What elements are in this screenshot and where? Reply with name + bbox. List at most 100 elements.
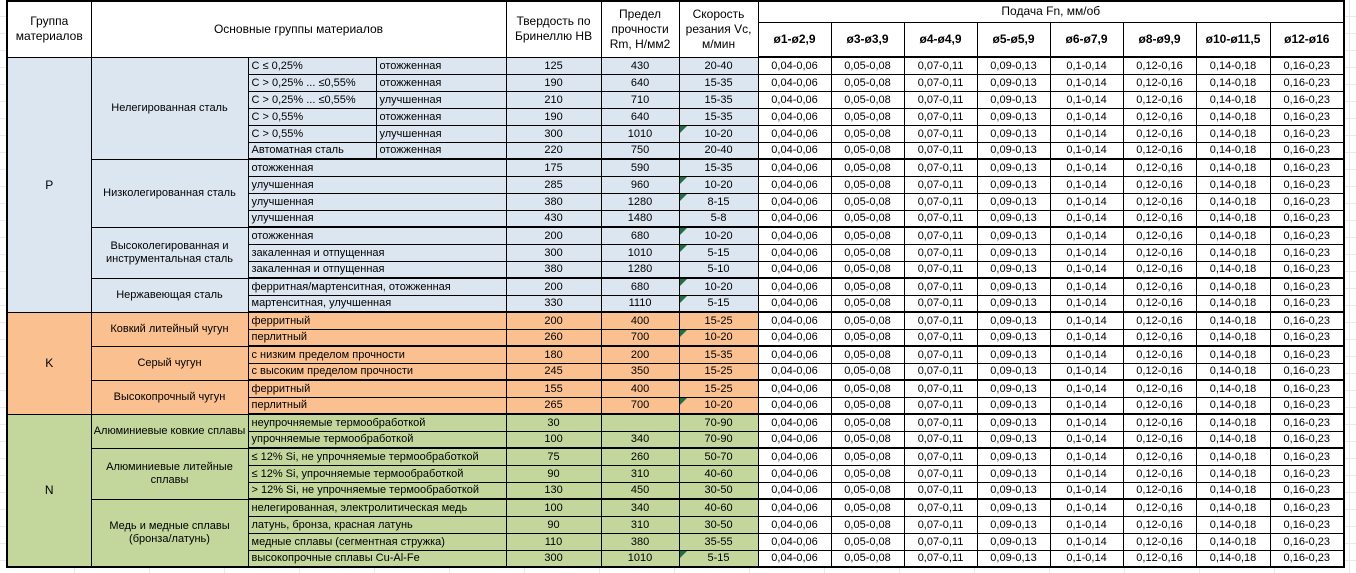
cell-strength[interactable] xyxy=(600,413,680,432)
cell-feed-2[interactable]: 0,05-0,08 xyxy=(830,294,905,313)
cell-feed-6[interactable]: 0,12-0,16 xyxy=(1122,226,1197,245)
cell-strength[interactable]: 350 xyxy=(600,362,680,381)
cell-feed-6[interactable]: 0,12-0,16 xyxy=(1122,413,1197,432)
cell-subgroup[interactable]: Высоколегированная и инструментальная ст… xyxy=(90,226,249,279)
cell-feed-7[interactable]: 0,14-0,18 xyxy=(1195,328,1271,347)
cell-description[interactable]: улучшенная xyxy=(247,209,507,228)
cell-feed-1[interactable]: 0,04-0,06 xyxy=(757,515,832,534)
cell-strength[interactable]: 450 xyxy=(600,481,680,500)
cell-feed-1[interactable]: 0,04-0,06 xyxy=(757,413,832,432)
cell-feed-1[interactable]: 0,04-0,06 xyxy=(757,277,832,296)
cell-strength[interactable]: 1110 xyxy=(600,294,680,313)
cell-state[interactable]: улучшенная xyxy=(375,90,507,109)
cell-strength[interactable]: 1010 xyxy=(600,124,680,143)
cell-feed-2[interactable]: 0,05-0,08 xyxy=(830,515,905,534)
cell-description[interactable]: неупрочняемые термообработкой xyxy=(247,413,507,432)
cell-strength[interactable]: 960 xyxy=(600,175,680,194)
cell-feed-4[interactable]: 0,09-0,13 xyxy=(976,141,1051,160)
cell-strength[interactable]: 340 xyxy=(600,498,680,517)
cell-description[interactable]: отожженная xyxy=(247,158,507,177)
cell-feed-1[interactable]: 0,04-0,06 xyxy=(757,175,832,194)
header-material-group[interactable]: Группа материалов xyxy=(6,0,92,58)
cell-hardness[interactable]: 200 xyxy=(505,311,602,330)
cell-feed-5[interactable]: 0,1-0,14 xyxy=(1049,396,1124,415)
cell-description[interactable]: перлитный xyxy=(247,328,507,347)
cell-feed-8[interactable]: 0,16-0,23 xyxy=(1269,124,1345,143)
cell-feed-4[interactable]: 0,09-0,13 xyxy=(976,311,1051,330)
cell-description[interactable]: мартенситная, улучшенная xyxy=(247,294,507,313)
cell-feed-6[interactable]: 0,12-0,16 xyxy=(1122,430,1197,449)
cell-speed[interactable]: 40-60 xyxy=(678,464,759,483)
cell-feed-4[interactable]: 0,09-0,13 xyxy=(976,396,1051,415)
cell-feed-3[interactable]: 0,07-0,11 xyxy=(903,294,978,313)
cell-state[interactable]: отожженная xyxy=(375,141,507,160)
cell-feed-2[interactable]: 0,05-0,08 xyxy=(830,124,905,143)
cell-feed-3[interactable]: 0,07-0,11 xyxy=(903,549,978,568)
cell-feed-5[interactable]: 0,1-0,14 xyxy=(1049,56,1124,75)
cell-subgroup[interactable]: Нержавеющая сталь xyxy=(90,277,249,313)
cell-feed-8[interactable]: 0,16-0,23 xyxy=(1269,396,1345,415)
cell-strength[interactable]: 310 xyxy=(600,515,680,534)
cell-feed-4[interactable]: 0,09-0,13 xyxy=(976,498,1051,517)
cell-feed-6[interactable]: 0,12-0,16 xyxy=(1122,345,1197,364)
cell-feed-6[interactable]: 0,12-0,16 xyxy=(1122,498,1197,517)
cell-feed-1[interactable]: 0,04-0,06 xyxy=(757,549,832,568)
cell-speed[interactable]: 5-15 xyxy=(678,294,759,313)
cell-feed-7[interactable]: 0,14-0,18 xyxy=(1195,158,1271,177)
cell-condition[interactable]: C > 0,25% ... ≤0,55% xyxy=(247,73,377,92)
cell-description[interactable]: закаленная и отпущенная xyxy=(247,243,507,262)
cell-feed-5[interactable]: 0,1-0,14 xyxy=(1049,430,1124,449)
cell-feed-3[interactable]: 0,07-0,11 xyxy=(903,124,978,143)
cell-feed-6[interactable]: 0,12-0,16 xyxy=(1122,107,1197,126)
cell-feed-3[interactable]: 0,07-0,11 xyxy=(903,532,978,551)
cell-condition[interactable]: C > 0,55% xyxy=(247,124,377,143)
cell-feed-3[interactable]: 0,07-0,11 xyxy=(903,158,978,177)
cell-feed-3[interactable]: 0,07-0,11 xyxy=(903,141,978,160)
cell-speed[interactable]: 10-20 xyxy=(678,396,759,415)
cell-hardness[interactable]: 220 xyxy=(505,141,602,160)
header-cutting-speed-vc[interactable]: Скорость резания Vc, м/мин xyxy=(678,0,759,58)
cell-hardness[interactable]: 200 xyxy=(505,226,602,245)
cell-feed-5[interactable]: 0,1-0,14 xyxy=(1049,328,1124,347)
header-feed-diameter-7[interactable]: ø10-ø11,5 xyxy=(1195,21,1271,58)
cell-strength[interactable]: 400 xyxy=(600,379,680,398)
cell-feed-1[interactable]: 0,04-0,06 xyxy=(757,498,832,517)
cell-speed[interactable]: 15-25 xyxy=(678,311,759,330)
cell-feed-5[interactable]: 0,1-0,14 xyxy=(1049,379,1124,398)
cell-feed-2[interactable]: 0,05-0,08 xyxy=(830,192,905,211)
cell-feed-6[interactable]: 0,12-0,16 xyxy=(1122,73,1197,92)
cell-feed-4[interactable]: 0,09-0,13 xyxy=(976,124,1051,143)
cell-feed-3[interactable]: 0,07-0,11 xyxy=(903,107,978,126)
cell-hardness[interactable]: 180 xyxy=(505,345,602,364)
cell-feed-7[interactable]: 0,14-0,18 xyxy=(1195,447,1271,466)
cell-feed-6[interactable]: 0,12-0,16 xyxy=(1122,379,1197,398)
cell-speed[interactable]: 5-8 xyxy=(678,209,759,228)
cell-feed-5[interactable]: 0,1-0,14 xyxy=(1049,90,1124,109)
cell-feed-6[interactable]: 0,12-0,16 xyxy=(1122,209,1197,228)
cell-feed-7[interactable]: 0,14-0,18 xyxy=(1195,141,1271,160)
cell-feed-7[interactable]: 0,14-0,18 xyxy=(1195,124,1271,143)
cell-feed-7[interactable]: 0,14-0,18 xyxy=(1195,498,1271,517)
cell-hardness[interactable]: 155 xyxy=(505,379,602,398)
cell-feed-2[interactable]: 0,05-0,08 xyxy=(830,141,905,160)
cell-feed-1[interactable]: 0,04-0,06 xyxy=(757,226,832,245)
cell-feed-3[interactable]: 0,07-0,11 xyxy=(903,396,978,415)
cell-speed[interactable]: 5-15 xyxy=(678,549,759,568)
cell-strength[interactable]: 400 xyxy=(600,311,680,330)
header-strength-rm[interactable]: Предел прочности Rm, Н/мм2 xyxy=(600,0,680,58)
cell-feed-5[interactable]: 0,1-0,14 xyxy=(1049,498,1124,517)
cell-feed-3[interactable]: 0,07-0,11 xyxy=(903,328,978,347)
cell-group-K[interactable]: K xyxy=(6,311,92,415)
cell-feed-3[interactable]: 0,07-0,11 xyxy=(903,515,978,534)
cell-speed[interactable]: 40-60 xyxy=(678,498,759,517)
cell-feed-3[interactable]: 0,07-0,11 xyxy=(903,379,978,398)
cell-strength[interactable]: 430 xyxy=(600,56,680,75)
cell-feed-5[interactable]: 0,1-0,14 xyxy=(1049,192,1124,211)
cell-feed-8[interactable]: 0,16-0,23 xyxy=(1269,328,1345,347)
cell-hardness[interactable]: 300 xyxy=(505,124,602,143)
cell-speed[interactable]: 15-35 xyxy=(678,158,759,177)
cell-feed-7[interactable]: 0,14-0,18 xyxy=(1195,549,1271,568)
cell-strength[interactable]: 680 xyxy=(600,277,680,296)
cell-hardness[interactable]: 200 xyxy=(505,277,602,296)
cell-speed[interactable]: 15-35 xyxy=(678,107,759,126)
